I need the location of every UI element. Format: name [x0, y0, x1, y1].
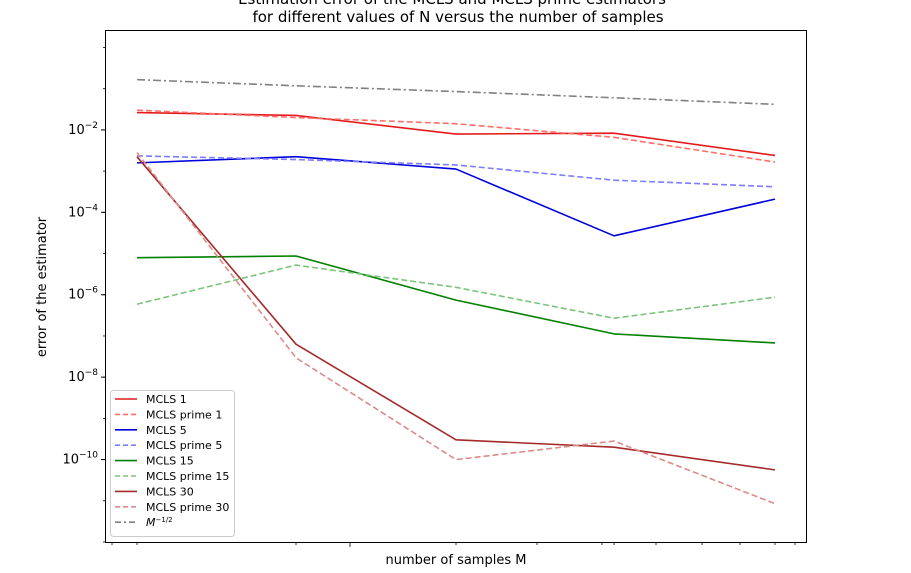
x-axis-label: number of samples M [386, 553, 527, 568]
series-line-mcls-1 [136, 111, 776, 157]
legend-box [110, 390, 235, 537]
series-line-mcls-prime-30 [136, 152, 776, 505]
y-tick-label: 10−8 [68, 368, 98, 385]
series-line-mcls-prime-1 [136, 109, 776, 163]
series-line-mcls-30 [136, 156, 776, 471]
legend-label: MCLS 15 [146, 455, 194, 468]
y-axis-label: error of the estimator [35, 216, 50, 357]
legend: MCLS 1 MCLS prime 1 MCLS 5 MCLS prime 5 MCLS… [110, 390, 235, 537]
legend-label: MCLS prime 30 [146, 501, 229, 514]
y-tick-label: 10−10 [62, 451, 98, 468]
series-line-mcls-15 [136, 255, 776, 344]
legend-label: MCLS 30 [146, 485, 194, 498]
legend-label: MCLS 1 [146, 393, 187, 406]
legend-label: M−1/2 [146, 516, 173, 529]
legend-label: MCLS prime 5 [146, 439, 222, 452]
series-line-mcls-prime-15 [136, 264, 776, 320]
y-tick-label: 10−6 [68, 286, 98, 303]
y-tick-label: 10−4 [68, 203, 98, 220]
legend-label: MCLS 5 [146, 424, 187, 437]
series-layer [136, 78, 776, 505]
series-line-mcls-5 [136, 155, 776, 237]
legend-label: MCLS prime 15 [146, 470, 229, 483]
series-line-m [136, 78, 776, 106]
y-tick-label: 10−2 [68, 121, 98, 138]
ticks-layer: 10−10 10−8 10−6 10−4 10−2 [62, 47, 796, 547]
series-line-mcls-prime-5 [136, 155, 776, 188]
legend-label: MCLS prime 1 [146, 408, 222, 421]
chart-title-line-2: for different values of N versus the num… [252, 8, 663, 26]
chart-title-line-1: Estimation error of the MCLS and MCLS pr… [238, 0, 666, 8]
